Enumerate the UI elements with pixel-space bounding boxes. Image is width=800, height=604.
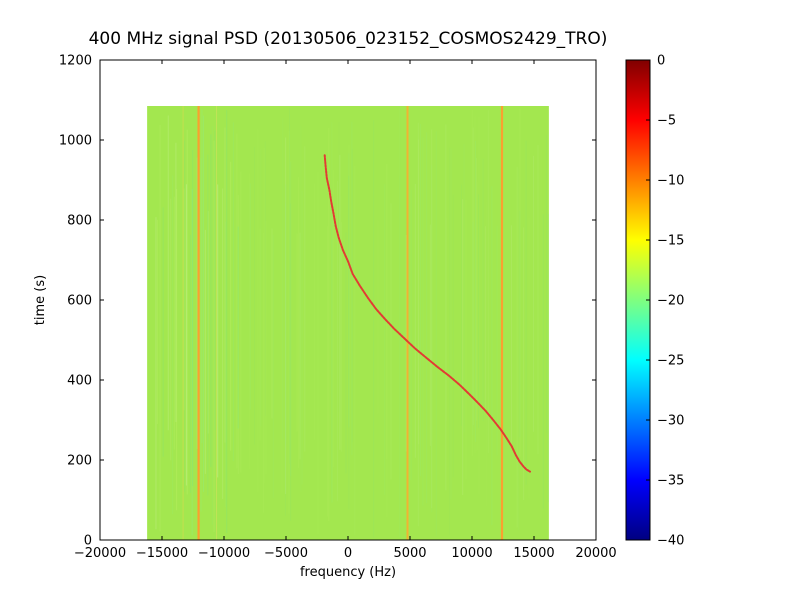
x-axis-label: frequency (Hz): [300, 565, 396, 580]
doppler-track: [323, 154, 531, 473]
colorbar-tick-label: −5: [657, 114, 676, 129]
colorbar: 0 −5 −10 −15 −20 −25 −30 −35 −40: [625, 54, 684, 549]
colorbar-tick-label: 0: [657, 54, 665, 69]
colorbar-tick-label: −40: [657, 534, 684, 549]
x-tick-label: 10000: [451, 546, 492, 561]
colorbar-tick-label: −25: [657, 354, 684, 369]
x-tick-label: −5000: [264, 546, 308, 561]
y-axis-label: time (s): [33, 275, 48, 325]
colorbar-tick-label: −15: [657, 234, 684, 249]
x-tick-label: −20000: [74, 546, 126, 561]
y-tick-label: 800: [67, 214, 92, 229]
x-tick-label: −15000: [136, 546, 188, 561]
heatmap-layer: [147, 106, 549, 540]
colorbar-tick-label: −20: [657, 294, 684, 309]
axis-ticks: −20000 −15000 −10000 −5000 0 5000 10000 15000 20…: [59, 54, 617, 562]
heatmap-background: [147, 106, 549, 540]
x-tick-label: 15000: [513, 546, 554, 561]
y-tick-label: 400: [67, 374, 92, 389]
y-tick-label: 1000: [59, 134, 92, 149]
y-tick-label: 1200: [59, 54, 92, 69]
y-tick-label: 600: [67, 294, 92, 309]
chart-title: 400 MHz signal PSD (20130506_023152_COSM…: [89, 29, 608, 49]
colorbar-tick-label: −35: [657, 474, 684, 489]
x-tick-label: 0: [344, 546, 352, 561]
x-tick-label: −10000: [198, 546, 250, 561]
y-tick-label: 200: [67, 454, 92, 469]
x-tick-label: 5000: [393, 546, 426, 561]
y-tick-label: 0: [84, 534, 92, 549]
x-tick-label: 20000: [575, 546, 616, 561]
colorbar-tick-label: −10: [657, 174, 684, 189]
colorbar-tick-label: −30: [657, 414, 684, 429]
